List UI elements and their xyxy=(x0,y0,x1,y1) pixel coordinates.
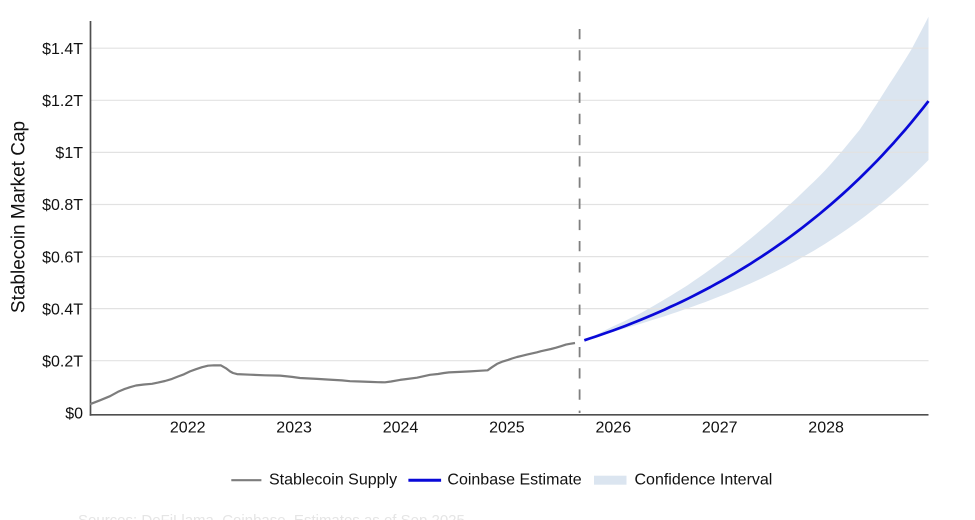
svg-text:$0.4T: $0.4T xyxy=(42,301,83,318)
svg-text:Stablecoin Market Cap: Stablecoin Market Cap xyxy=(9,121,30,313)
svg-text:2023: 2023 xyxy=(276,420,312,437)
svg-text:$1T: $1T xyxy=(55,145,83,162)
svg-text:$0.2T: $0.2T xyxy=(42,353,83,370)
svg-text:2028: 2028 xyxy=(808,420,844,437)
svg-text:$1.2T: $1.2T xyxy=(42,93,83,110)
svg-text:Coinbase Estimate: Coinbase Estimate xyxy=(447,471,581,488)
svg-text:Confidence Interval: Confidence Interval xyxy=(635,471,773,488)
svg-text:$0: $0 xyxy=(65,406,83,423)
svg-text:$0.6T: $0.6T xyxy=(42,249,83,266)
svg-text:2025: 2025 xyxy=(489,420,525,437)
svg-text:$1.4T: $1.4T xyxy=(42,41,83,58)
svg-text:Stablecoin Supply: Stablecoin Supply xyxy=(269,471,397,488)
svg-text:2027: 2027 xyxy=(702,420,738,437)
svg-text:2022: 2022 xyxy=(170,420,206,437)
svg-text:Sources: DeFiLlama, Coinbase.: Sources: DeFiLlama, Coinbase. Estimates … xyxy=(78,512,469,520)
svg-text:$0.8T: $0.8T xyxy=(42,197,83,214)
svg-text:2024: 2024 xyxy=(383,420,419,437)
svg-text:2026: 2026 xyxy=(596,420,632,437)
